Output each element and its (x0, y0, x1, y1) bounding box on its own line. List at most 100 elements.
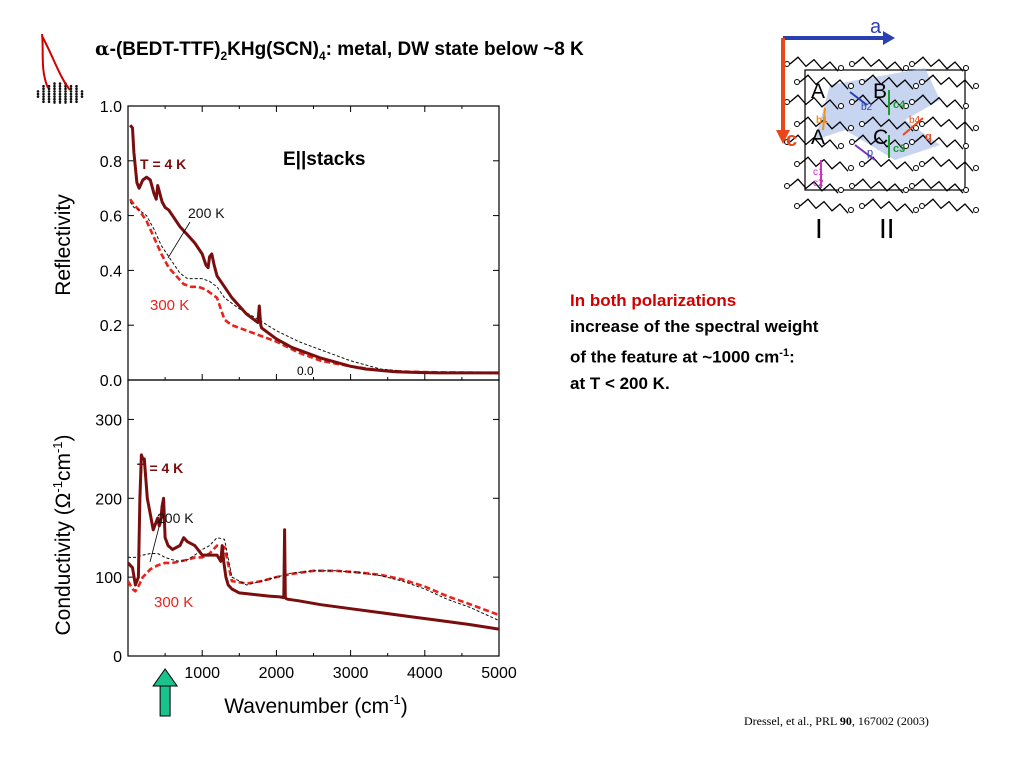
cond-label-cm: cm (52, 453, 75, 481)
axis-a-arrowhead (883, 31, 895, 45)
reflectivity-ytick-label: 0.6 (100, 209, 122, 226)
molecule-atom (919, 79, 925, 85)
conductivity-ytick-label: 200 (95, 491, 122, 508)
bot-label-300k: 300 K (154, 594, 193, 611)
title-part3: : metal, DW state below ~8 K (325, 39, 584, 60)
reflectivity-series-t-4-k (129, 124, 499, 375)
molecule-b: B (873, 80, 887, 103)
logo-dot (53, 82, 56, 85)
title-part1: -(BEDT-TTF) (109, 39, 221, 60)
bond-c1: c1 (813, 167, 824, 178)
molecule-atom (909, 139, 915, 145)
molecule-atom (849, 61, 855, 67)
reflectivity-axis-label: Reflectivity (52, 194, 75, 296)
wn-label-close: ) (401, 695, 408, 718)
molecule-atom (973, 125, 979, 131)
molecule-atom (859, 203, 865, 209)
molecule-skeleton (864, 198, 914, 214)
molecule-skeleton (799, 198, 849, 214)
crystal-molecules (784, 56, 979, 214)
conductivity-axis-label: Conductivity (Ω-1cm-1) (50, 434, 75, 635)
molecule-skeleton (924, 198, 974, 214)
logo-dot (69, 92, 73, 96)
logo-dot (42, 84, 45, 88)
logo-dot (80, 90, 84, 93)
bond-b1: b1 (816, 115, 828, 126)
notes-line-1: In both polarizations (570, 291, 737, 310)
logo-dot (75, 95, 78, 98)
molecule-atom (794, 203, 800, 209)
bond-p: p (867, 147, 873, 159)
molecule-a1: A (811, 80, 825, 103)
citation-suffix: , 167002 (2003) (851, 714, 929, 728)
logo-dot (42, 90, 45, 93)
molecule-atom (919, 161, 925, 167)
bond-c2: c2 (813, 178, 824, 189)
logo-dot (58, 103, 62, 104)
wavenumber-axis-label: Wavenumber (cm-1) (224, 692, 408, 718)
molecule-atom (794, 161, 800, 167)
title-sub2: 4 (318, 48, 326, 63)
logo-dot (53, 97, 56, 101)
wn-label-text: Wavenumber (cm (224, 695, 389, 718)
logo-dot (47, 92, 51, 96)
molecule-atom (849, 99, 855, 105)
logo-red-swoosh (41, 34, 71, 91)
molecule-atom (919, 121, 925, 127)
molecule-atom (903, 143, 909, 149)
logo-dot (58, 82, 62, 85)
molecule-skeleton (914, 94, 964, 110)
molecule-atom (794, 79, 800, 85)
molecule-atom (848, 207, 854, 213)
title-sub1: 2 (220, 48, 228, 63)
molecule-atom (838, 103, 844, 109)
logo-dot (42, 92, 45, 96)
citation-volume: 90 (839, 714, 852, 728)
logo-dot (58, 95, 62, 98)
notes-line-3-sup: -1 (779, 347, 790, 359)
observation-notes: In both polarizations increase of the sp… (570, 288, 818, 397)
logo-dot (47, 87, 51, 91)
cond-label-close: ) (52, 434, 75, 441)
bond-p-line (854, 144, 876, 161)
molecule-skeleton (789, 178, 839, 194)
molecule-atom (963, 65, 969, 71)
top-label-200k: 200 K (188, 205, 225, 221)
logo-dot (53, 90, 56, 93)
logo-dot (58, 97, 62, 101)
molecule-atom (909, 99, 915, 105)
bond-b1-line (822, 107, 826, 131)
molecule-skeleton (924, 74, 974, 90)
logo-dot (80, 95, 84, 98)
reflectivity-ytick-label: 0.0 (100, 373, 122, 390)
logo-dot (80, 92, 84, 96)
molecule-atom (903, 65, 909, 71)
conductivity-ytick-label: 300 (95, 412, 122, 429)
molecule-atom (849, 183, 855, 189)
molecule-atom (838, 65, 844, 71)
logo-dot (64, 103, 67, 104)
reflectivity-series-200-k (129, 201, 499, 374)
molecule-atom (794, 121, 800, 127)
molecule-atom (913, 165, 919, 171)
green-arrow-head (152, 668, 179, 687)
logo-dot (42, 97, 45, 101)
logo (36, 34, 84, 104)
molecule-atom (963, 143, 969, 149)
bond-b2: b2 (861, 102, 873, 113)
molecule-skeleton (914, 178, 964, 194)
logo-dot (75, 97, 78, 101)
logo-dot (64, 100, 67, 104)
molecule-skeleton (854, 94, 904, 110)
molecule-atom (913, 207, 919, 213)
conductivity-series-200-k (128, 537, 499, 621)
logo-dot (64, 87, 67, 91)
logo-dot (47, 95, 51, 98)
top-label-300k: 300 K (150, 297, 189, 314)
cond-label-omega: Ω (52, 493, 75, 509)
molecule-skeleton (864, 116, 914, 132)
logo-dot (53, 103, 56, 104)
molecule-atom (859, 79, 865, 85)
logo-dot (75, 87, 78, 91)
molecule-skeleton (914, 134, 964, 150)
